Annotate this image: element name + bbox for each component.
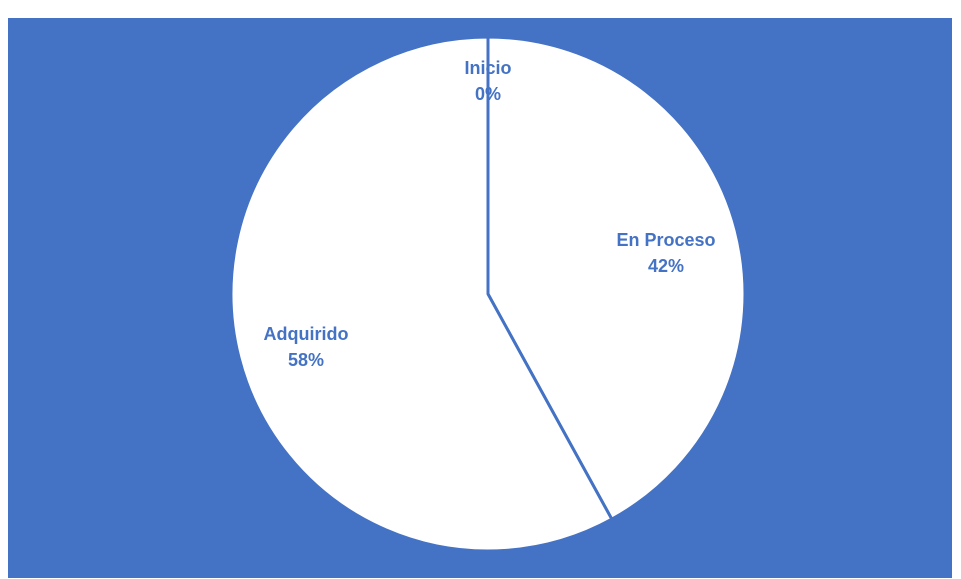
chart-area: Inicio 0% En Proceso 42% Adquirido 58% <box>8 18 952 578</box>
slice-percent-inicio: 0% <box>475 84 501 104</box>
pie-slice-en-proceso <box>486 35 747 521</box>
slice-label-en-proceso: En Proceso <box>616 230 715 250</box>
slice-percent-en-proceso: 42% <box>648 256 684 276</box>
pie-labels: Inicio 0% En Proceso 42% Adquirido 58% <box>264 58 716 370</box>
pie-slice-adquirido <box>229 35 614 553</box>
pie-chart: Inicio 0% En Proceso 42% Adquirido 58% <box>229 35 747 553</box>
pie-slices <box>229 35 747 553</box>
slice-percent-adquirido: 58% <box>288 350 324 370</box>
slice-label-inicio: Inicio <box>464 58 511 78</box>
slice-label-adquirido: Adquirido <box>264 324 349 344</box>
